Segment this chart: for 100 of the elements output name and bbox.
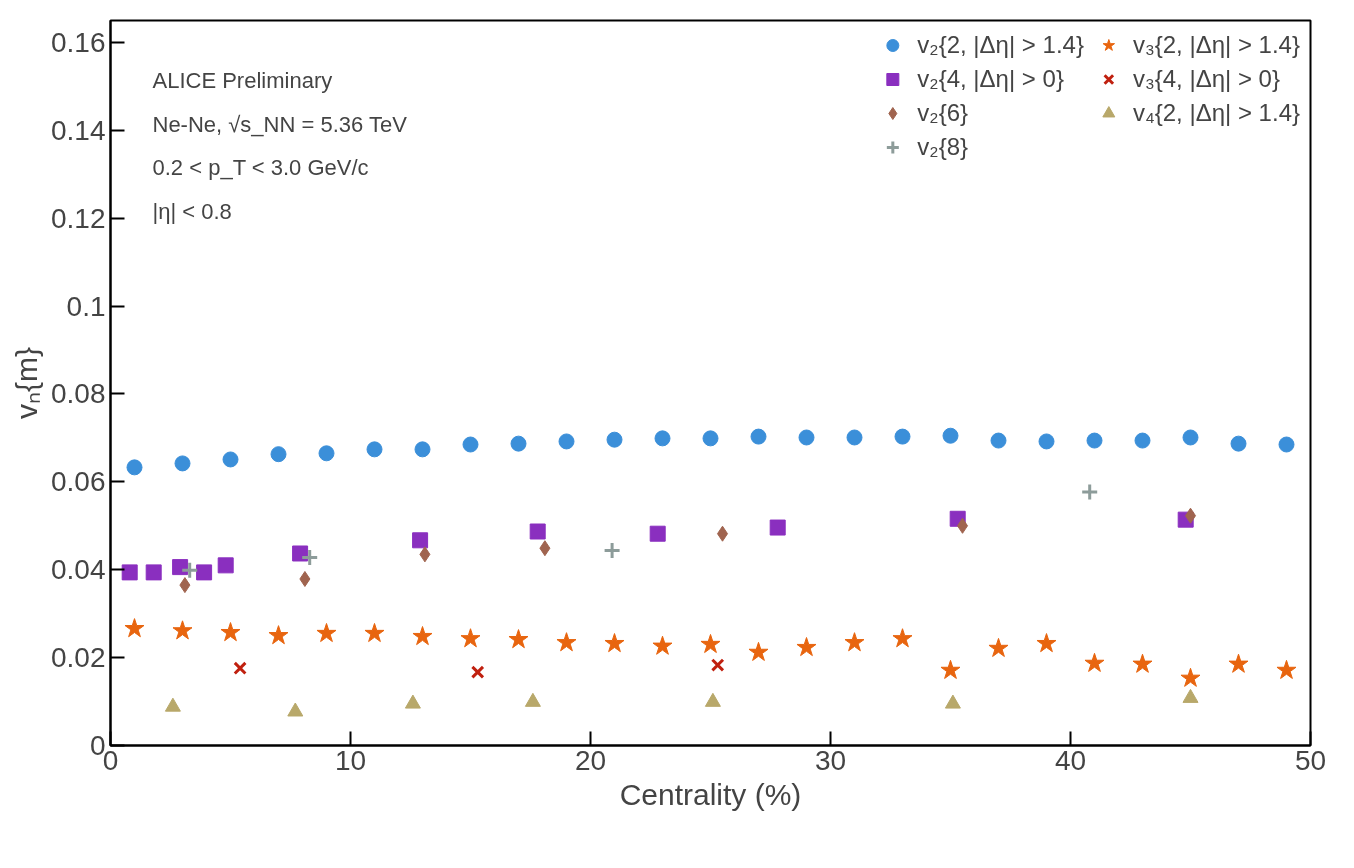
point <box>1278 436 1295 453</box>
point <box>529 523 546 540</box>
point <box>121 564 138 581</box>
point <box>366 441 383 458</box>
x-tick-label: 10 <box>334 744 367 776</box>
point <box>508 629 529 649</box>
x-tick-label: 30 <box>814 744 847 776</box>
point <box>846 429 863 446</box>
point <box>748 641 769 661</box>
legend-label: v₄{2, |Δη| > 1.4} <box>1132 99 1300 127</box>
point <box>769 519 786 536</box>
point <box>270 446 287 463</box>
point <box>606 431 623 448</box>
point <box>222 451 239 468</box>
point <box>944 694 961 709</box>
point <box>300 548 319 567</box>
annotation: 0.2 < p_T < 3.0 GeV/c <box>152 155 369 180</box>
point <box>1038 433 1055 450</box>
point <box>510 435 527 452</box>
point <box>704 692 721 707</box>
legend-label: v₂{2, |Δη| > 1.4} <box>917 31 1084 59</box>
point <box>460 628 481 648</box>
point <box>470 665 485 679</box>
legend-label: v₃{2, |Δη| > 1.4} <box>1132 31 1300 59</box>
point <box>462 436 479 453</box>
point <box>710 658 725 672</box>
point <box>700 633 721 654</box>
point <box>1182 429 1199 446</box>
point <box>287 702 304 717</box>
point <box>404 694 421 709</box>
point <box>412 532 429 549</box>
y-tick-label: 0.06 <box>51 466 106 498</box>
point <box>316 622 337 643</box>
point <box>1084 652 1105 672</box>
x-tick-label: 40 <box>1054 744 1087 776</box>
point <box>750 428 767 445</box>
point <box>798 429 815 446</box>
x-tick-label: 20 <box>574 744 607 776</box>
x-tick-label: 50 <box>1294 744 1327 776</box>
point <box>179 577 191 594</box>
point <box>1276 659 1297 679</box>
point <box>1080 482 1099 501</box>
point <box>419 546 431 563</box>
legend-label: v₃{4, |Δη| > 0} <box>1132 65 1280 93</box>
point <box>124 618 145 638</box>
point <box>174 455 191 472</box>
point <box>988 637 1009 657</box>
point <box>1230 435 1247 452</box>
point <box>220 622 241 642</box>
point <box>180 561 199 580</box>
point <box>233 661 247 675</box>
point <box>1036 633 1057 653</box>
annotation: |η| < 0.8 <box>152 198 232 224</box>
point <box>268 625 289 645</box>
point <box>558 433 575 450</box>
legend-label: v₂{4, |Δη| > 0} <box>917 65 1064 93</box>
y-tick-label: 0.02 <box>51 642 106 674</box>
point <box>299 570 311 587</box>
point <box>164 697 181 712</box>
y-tick-label: 0.1 <box>66 290 106 322</box>
point <box>172 620 193 640</box>
point <box>145 564 162 581</box>
point <box>524 692 541 707</box>
point <box>1182 688 1199 703</box>
point <box>172 559 189 576</box>
point <box>796 637 817 657</box>
point <box>649 525 666 542</box>
annotation: Ne-Ne, √s_NN = 5.36 TeV <box>152 111 408 137</box>
point <box>892 628 913 648</box>
point <box>412 626 433 646</box>
point <box>1134 432 1151 449</box>
point <box>1180 667 1201 687</box>
point <box>603 541 622 560</box>
point <box>940 659 961 679</box>
y-tick-label: 0.04 <box>51 554 106 586</box>
point <box>364 622 385 643</box>
y-axis-title: vₙ{m} <box>10 346 43 420</box>
y-tick-label: 0.08 <box>51 378 106 410</box>
point <box>942 427 959 444</box>
x-axis-title: Centrality (%) <box>619 777 802 811</box>
point <box>604 633 625 653</box>
point <box>556 632 577 652</box>
point <box>318 445 335 462</box>
point <box>414 441 431 458</box>
point <box>652 635 673 655</box>
point <box>990 432 1007 449</box>
point <box>292 545 309 562</box>
y-tick-label: 0.16 <box>51 26 106 58</box>
point <box>126 459 143 476</box>
annotation: ALICE Preliminary <box>152 68 333 93</box>
point <box>702 430 719 447</box>
point <box>1086 432 1103 449</box>
point <box>539 540 551 557</box>
y-tick-label: 0.12 <box>51 202 106 234</box>
point <box>844 632 865 652</box>
legend-label: v₂{8} <box>917 133 969 161</box>
point <box>894 428 911 445</box>
point <box>217 557 234 574</box>
y-tick-label: 0.14 <box>51 114 106 146</box>
legend-label: v₂{6} <box>917 99 969 127</box>
